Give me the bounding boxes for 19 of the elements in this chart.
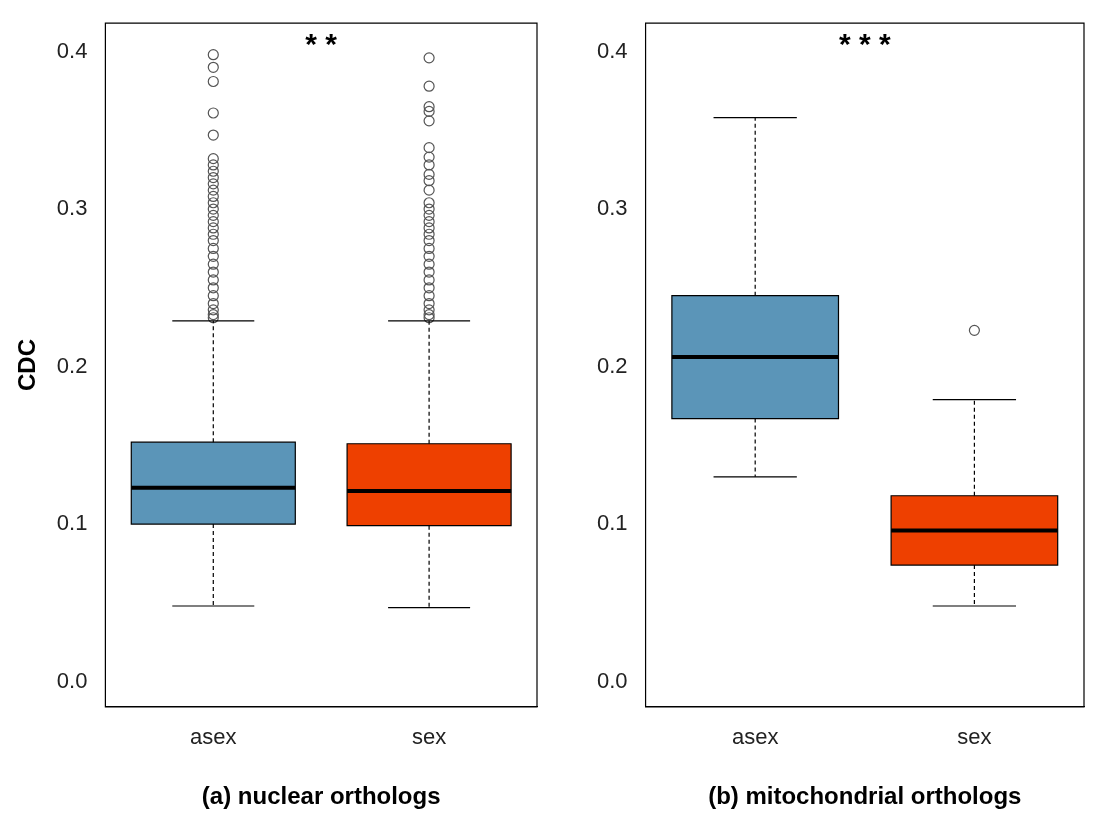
y-tick-label: 0.0 [596,667,628,693]
x-axis-title: (b) mitochondrial orthologs [708,782,1022,810]
y-tick-label: 0.4 [596,37,628,63]
x-tick-label: asex [190,724,237,750]
y-tick-label: 0.3 [596,195,628,221]
x-tick-label: sex [957,724,992,750]
y-tick-label: 0.2 [596,352,628,378]
y-tick-label: 0.4 [56,37,88,63]
y-tick-label: 0.2 [56,352,88,378]
y-tick-label: 0.0 [56,667,88,693]
y-tick-label: 0.1 [56,510,88,536]
y-tick-label: 0.1 [596,510,628,536]
annotation: * * * [838,27,891,61]
y-axis-title: CDC [13,339,41,391]
x-tick-label: sex [411,724,447,750]
x-axis-title: (a) nuclear orthologs [201,782,441,810]
x-tick-label: asex [731,724,779,750]
annotation: * * [305,27,338,61]
y-tick-label: 0.3 [56,195,88,221]
